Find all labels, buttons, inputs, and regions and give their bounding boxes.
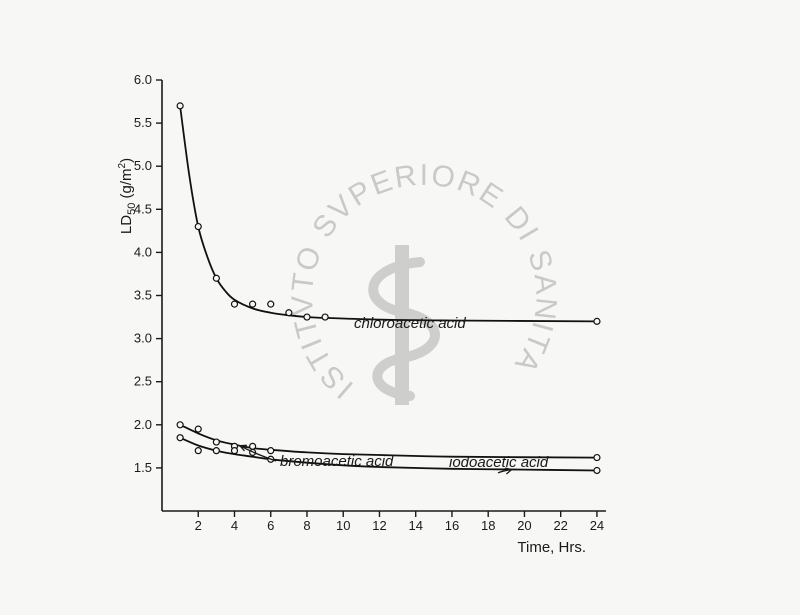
bromoacetic-acid-arrow [238, 444, 277, 462]
x-tick-label-16: 16 [445, 518, 459, 533]
data-point-chloroacetic-acid [285, 309, 293, 317]
y-tick-label-5-0: 5.0 [134, 158, 152, 173]
data-point-chloroacetic-acid [212, 274, 220, 282]
y-tick-label-6-0: 6.0 [134, 72, 152, 87]
data-point-bromoacetic-acid [194, 425, 202, 433]
data-point-bromoacetic-acid [267, 447, 275, 455]
y-axis-title-subscript: 50 [126, 203, 138, 215]
data-point-chloroacetic-acid [303, 313, 311, 321]
y-tick-label-5-5: 5.5 [134, 115, 152, 130]
watermark-staff-icon [395, 245, 409, 405]
y-tick-label-3-0: 3.0 [134, 331, 152, 346]
data-point-bromoacetic-acid [593, 453, 601, 462]
x-ticks: 2 4 6 8 10 12 14 16 18 20 22 24 [195, 511, 604, 533]
label-bromoacetic-acid: bromoacetic acid [280, 453, 394, 470]
data-point-iodoacetic-acid [230, 447, 239, 455]
y-ticks: 1.5 2.0 2.5 3.0 3.5 4.0 4.5 5.0 5.5 6.0 [134, 72, 162, 475]
data-point-iodoacetic-acid [212, 447, 220, 455]
label-chloroacetic-acid: chloroacetic acid [354, 315, 466, 332]
y-axis-title-superscript: 2 [117, 162, 128, 168]
x-tick-label-22: 22 [553, 518, 567, 533]
data-point-chloroacetic-acid [194, 222, 202, 231]
y-tick-label-4-5: 4.5 [134, 201, 152, 216]
y-tick-label-1-5: 1.5 [134, 460, 152, 475]
x-tick-label-4: 4 [231, 518, 238, 533]
data-point-chloroacetic-acid [321, 313, 329, 321]
x-tick-label-6: 6 [267, 518, 274, 533]
data-point-chloroacetic-acid [267, 300, 275, 308]
y-tick-label-4-0: 4.0 [134, 244, 152, 259]
x-tick-label-10: 10 [336, 518, 350, 533]
watermark-serpent-icon [368, 257, 440, 401]
x-tick-label-18: 18 [481, 518, 495, 533]
x-tick-label-20: 20 [517, 518, 531, 533]
iodoacetic-acid-arrow [497, 467, 514, 475]
data-point-chloroacetic-acid [230, 300, 239, 308]
series-line-bromoacetic-acid [179, 423, 597, 459]
data-point-bromoacetic-acid [212, 438, 220, 446]
x-tick-label-12: 12 [372, 518, 386, 533]
label-iodoacetic-acid: iodoacetic acid [449, 454, 549, 471]
x-tick-label-24: 24 [590, 518, 604, 533]
x-tick-label-14: 14 [408, 518, 422, 533]
data-point-iodoacetic-acid [176, 434, 184, 442]
y-tick-label-2-5: 2.5 [134, 374, 152, 389]
data-point-chloroacetic-acid [176, 102, 184, 110]
watermark-arc-text: ISTITVTO SVPERIORE DI SANITA [286, 159, 563, 405]
data-point-bromoacetic-acid [176, 421, 184, 429]
x-axis-title: Time, Hrs. [517, 539, 586, 556]
data-point-chloroacetic-acid [593, 317, 601, 325]
data-point-bromoacetic-acid [249, 442, 257, 450]
x-tick-label-2: 2 [195, 518, 202, 533]
data-point-iodoacetic-acid [593, 466, 601, 475]
series-line-chloroacetic-acid [179, 105, 597, 323]
x-tick-label-8: 8 [303, 518, 310, 533]
y-axis-title: LD50 (g/m2) [117, 158, 138, 234]
data-point-iodoacetic-acid [194, 447, 202, 455]
y-tick-label-3-5: 3.5 [134, 288, 152, 303]
institute-watermark: ISTITVTO SVPERIORE DI SANITA [286, 159, 563, 405]
y-tick-label-2-0: 2.0 [134, 417, 152, 432]
data-point-chloroacetic-acid [249, 300, 257, 308]
